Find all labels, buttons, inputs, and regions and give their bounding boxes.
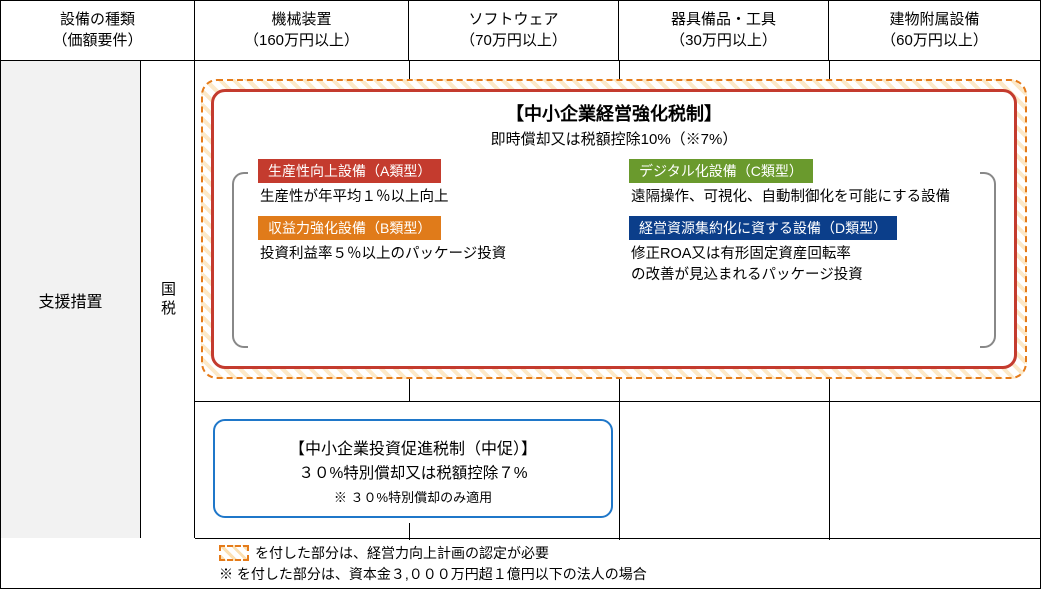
header-col-4-name: 建物附属設備 <box>889 10 979 30</box>
header-col-4-req: （60万円以上） <box>881 31 988 51</box>
gridline <box>829 379 830 540</box>
type-b-desc: 投資利益率５％以上のパッケージ投資 <box>260 244 599 265</box>
type-c-desc: 遠隔操作、可視化、自動制御化を可能にする設備 <box>631 187 970 208</box>
row-label-national-tax: 国税 <box>141 61 195 538</box>
type-c-tag: デジタル化設備（C類型） <box>629 159 813 183</box>
header-col-1: 機械装置 （160万円以上） <box>195 1 409 61</box>
gridline <box>619 61 620 79</box>
header-col-3-req: （30万円以上） <box>670 31 777 51</box>
row-label-support: 支援措置 <box>1 61 141 538</box>
kyoka-zeisei-box: 【中小企業経営強化税制】 即時償却又は税額控除10%（※7%） 生産性向上設備（… <box>211 89 1017 369</box>
type-d-tag: 経営資源集約化に資する設備（D類型） <box>629 216 897 240</box>
header-col-1-name: 機械装置 <box>271 10 331 30</box>
header-col-3-name: 器具備品・工具 <box>671 10 776 30</box>
type-a-desc: 生産性が年平均１％以上向上 <box>260 187 599 208</box>
page: 設備の種類 （価額要件） 機械装置 （160万円以上） ソフトウェア （70万円… <box>0 0 1041 589</box>
type-col-left: 生産性向上設備（A類型） 生産性が年平均１％以上向上 収益力強化設備（B類型） … <box>258 159 599 294</box>
header-col-2-req: （70万円以上） <box>460 31 567 51</box>
chusoku-box: 【中小企業投資促進税制（中促）】 ３０%特別償却又は税額控除７% ※ ３０%特別… <box>213 419 613 518</box>
header-col-3: 器具備品・工具 （30万円以上） <box>619 1 829 61</box>
bracket-icon <box>980 172 996 348</box>
type-col-right: デジタル化設備（C類型） 遠隔操作、可視化、自動制御化を可能にする設備 経営資源… <box>629 159 970 294</box>
header-col-0-line1: 設備の種類 <box>60 10 135 30</box>
chusoku-note: ※ ３０%特別償却のみ適用 <box>227 487 599 506</box>
type-a-tag: 生産性向上設備（A類型） <box>258 159 441 183</box>
header-col-1-req: （160万円以上） <box>244 31 359 51</box>
gridline <box>619 379 620 540</box>
gridline <box>409 61 410 79</box>
hatch-swatch-icon <box>219 545 249 561</box>
header-col-0: 設備の種類 （価額要件） <box>1 1 195 61</box>
bracket-icon <box>232 172 248 348</box>
type-columns: 生産性向上設備（A類型） 生産性が年平均１％以上向上 収益力強化設備（B類型） … <box>214 159 1014 308</box>
header-col-4: 建物附属設備 （60万円以上） <box>829 1 1040 61</box>
header-col-0-line2: （価額要件） <box>52 31 142 51</box>
footer-note-1: を付した部分は、経営力向上計画の認定が必要 <box>219 543 1040 564</box>
kyoka-zeisei-subtitle: 即時償却又は税額控除10%（※7%） <box>214 128 1014 149</box>
header-col-2: ソフトウェア （70万円以上） <box>409 1 619 61</box>
gridline <box>829 61 830 79</box>
footer-notes: を付した部分は、経営力向上計画の認定が必要 ※ を付した部分は、資本金３,０００… <box>195 538 1040 588</box>
chusoku-title: 【中小企業投資促進税制（中促）】 <box>227 435 599 459</box>
chusoku-line2: ３０%特別償却又は税額控除７% <box>227 461 599 483</box>
kyoka-zeisei-title: 【中小企業経営強化税制】 <box>214 100 1014 126</box>
type-b-tag: 収益力強化設備（B類型） <box>258 216 441 240</box>
type-d-desc: 修正ROA又は有形固定資産回転率 の改善が見込まれるパッケージ投資 <box>631 244 970 286</box>
footer-note-2: ※ を付した部分は、資本金３,０００万円超１億円以下の法人の場合 <box>219 564 1040 585</box>
header-col-2-name: ソフトウェア <box>468 10 558 30</box>
gridline <box>409 379 410 401</box>
gridline <box>195 401 1040 402</box>
